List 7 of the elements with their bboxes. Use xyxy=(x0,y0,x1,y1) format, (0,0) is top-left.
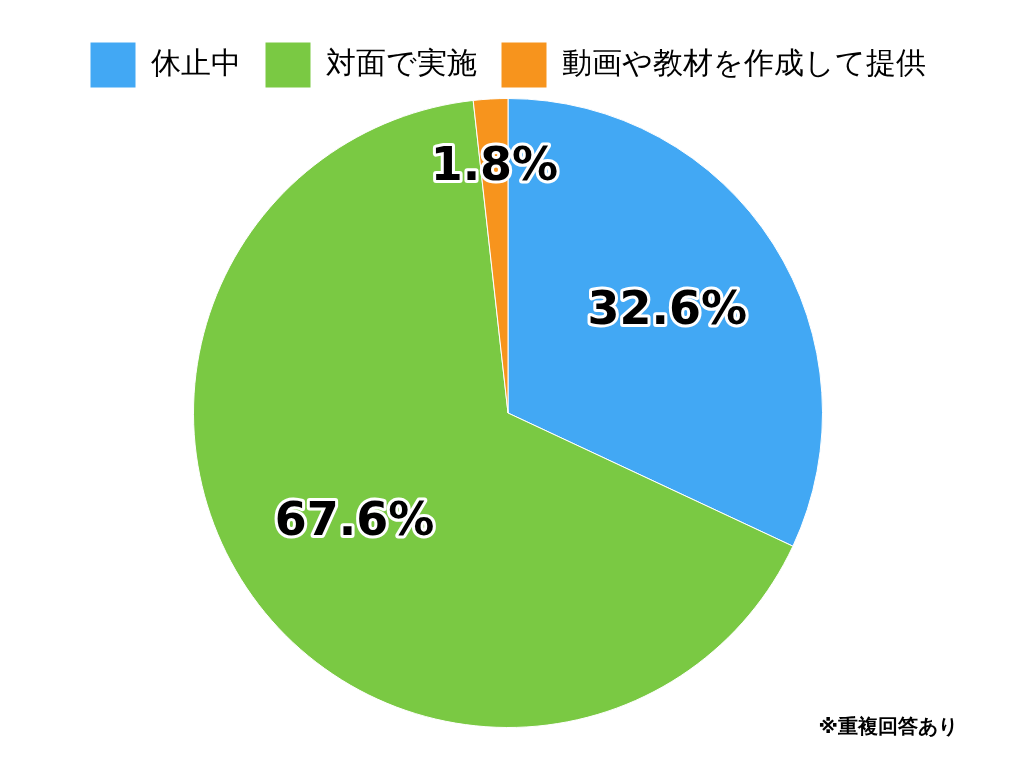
legend-label: 対面で実施 xyxy=(326,44,477,80)
data-label: 67.6% xyxy=(274,491,435,546)
data-label: 32.6% xyxy=(587,280,747,335)
text: ※重複回答あり xyxy=(818,714,958,739)
data-label: 1.8% xyxy=(430,137,559,192)
legend-label: 動画や教材を作成して提供 xyxy=(562,44,926,80)
legend-label: 休止中 xyxy=(151,44,241,80)
